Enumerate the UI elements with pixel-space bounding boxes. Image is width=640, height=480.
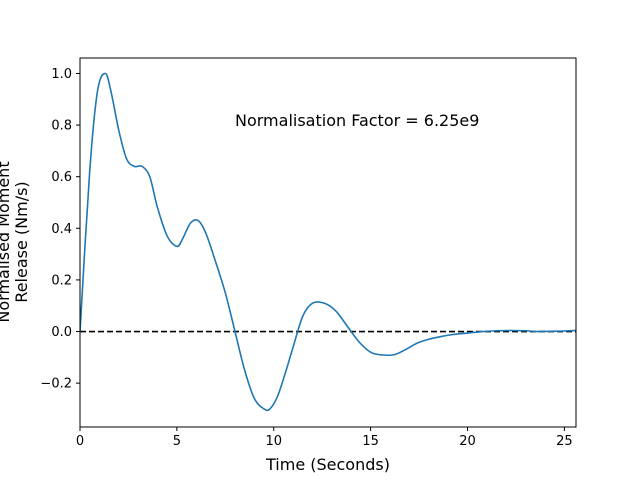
y-tick-label: −0.2 (40, 377, 72, 392)
y-tick-label: 0.0 (51, 325, 72, 340)
plot-frame (79, 57, 577, 428)
y-tick-label: 0.2 (51, 273, 72, 288)
plot-area (80, 58, 576, 427)
y-tick-label: 1.0 (51, 67, 72, 82)
axis-ticks: 0 5 10 15 20 25 −0.2 0.0 0.2 0.4 0.6 0.8 1.0 (40, 67, 572, 449)
x-tick-label: 25 (556, 434, 573, 449)
y-tick-label: 0.6 (51, 170, 72, 185)
x-tick-label: 5 (173, 434, 181, 449)
x-tick-label: 0 (76, 434, 84, 449)
y-axis-label-line-1: Normalised Moment (0, 161, 13, 322)
y-axis-label: Normalised Moment Release (Nm/s) (0, 161, 31, 322)
x-tick-label: 15 (362, 434, 379, 449)
normalisation-annotation: Normalisation Factor = 6.25e9 (235, 111, 479, 130)
x-tick-label: 20 (459, 434, 476, 449)
y-tick-label: 0.4 (51, 222, 72, 237)
series-layer (80, 72, 576, 412)
y-tick-label: 0.8 (51, 119, 72, 134)
y-axis-label-line-2: Release (Nm/s) (12, 181, 31, 302)
x-tick-label: 10 (265, 434, 282, 449)
x-axis-label: Time (Seconds) (265, 455, 390, 474)
series-line-0 (80, 72, 576, 412)
